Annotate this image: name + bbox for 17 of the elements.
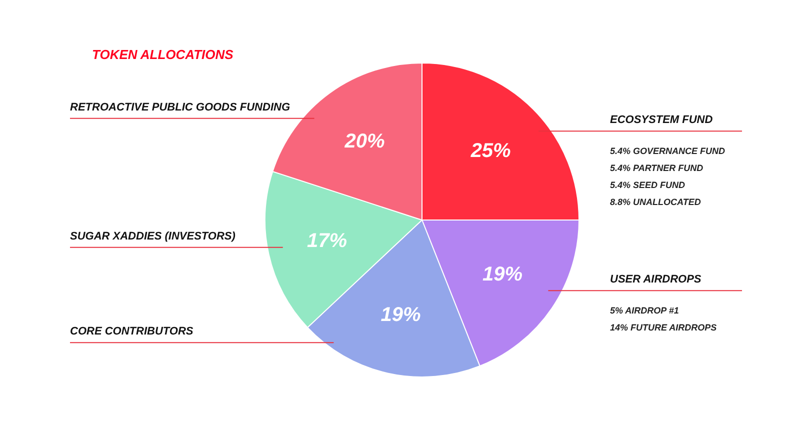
text: 5.4% SEED FUND <box>610 180 686 190</box>
chart-title: TOKEN ALLOCATIONS <box>92 47 234 62</box>
data-label: 19% <box>482 264 523 286</box>
data-label: 19% <box>380 304 421 326</box>
text: 5.4% PARTNER FUND <box>610 163 704 174</box>
slice-label: ECOSYSTEM FUND <box>610 114 713 126</box>
slice-label: SUGAR XADDIES (INVESTORS) <box>70 230 236 242</box>
data-label: 20% <box>344 130 386 152</box>
slice-label: RETROACTIVE PUBLIC GOODS FUNDING <box>70 101 290 114</box>
text: 14% FUTURE AIRDROPS <box>610 322 717 333</box>
data-label: 17% <box>306 230 348 252</box>
slice-label: USER AIRDROPS <box>610 274 702 286</box>
text: 8.8% UNALLOCATED <box>610 197 701 208</box>
text: 5% AIRDROP #1 <box>610 306 679 316</box>
slice-label: CORE CONTRIBUTORS <box>70 326 194 338</box>
data-label: 25% <box>470 140 512 162</box>
text: 5.4% GOVERNANCE FUND <box>610 146 726 156</box>
